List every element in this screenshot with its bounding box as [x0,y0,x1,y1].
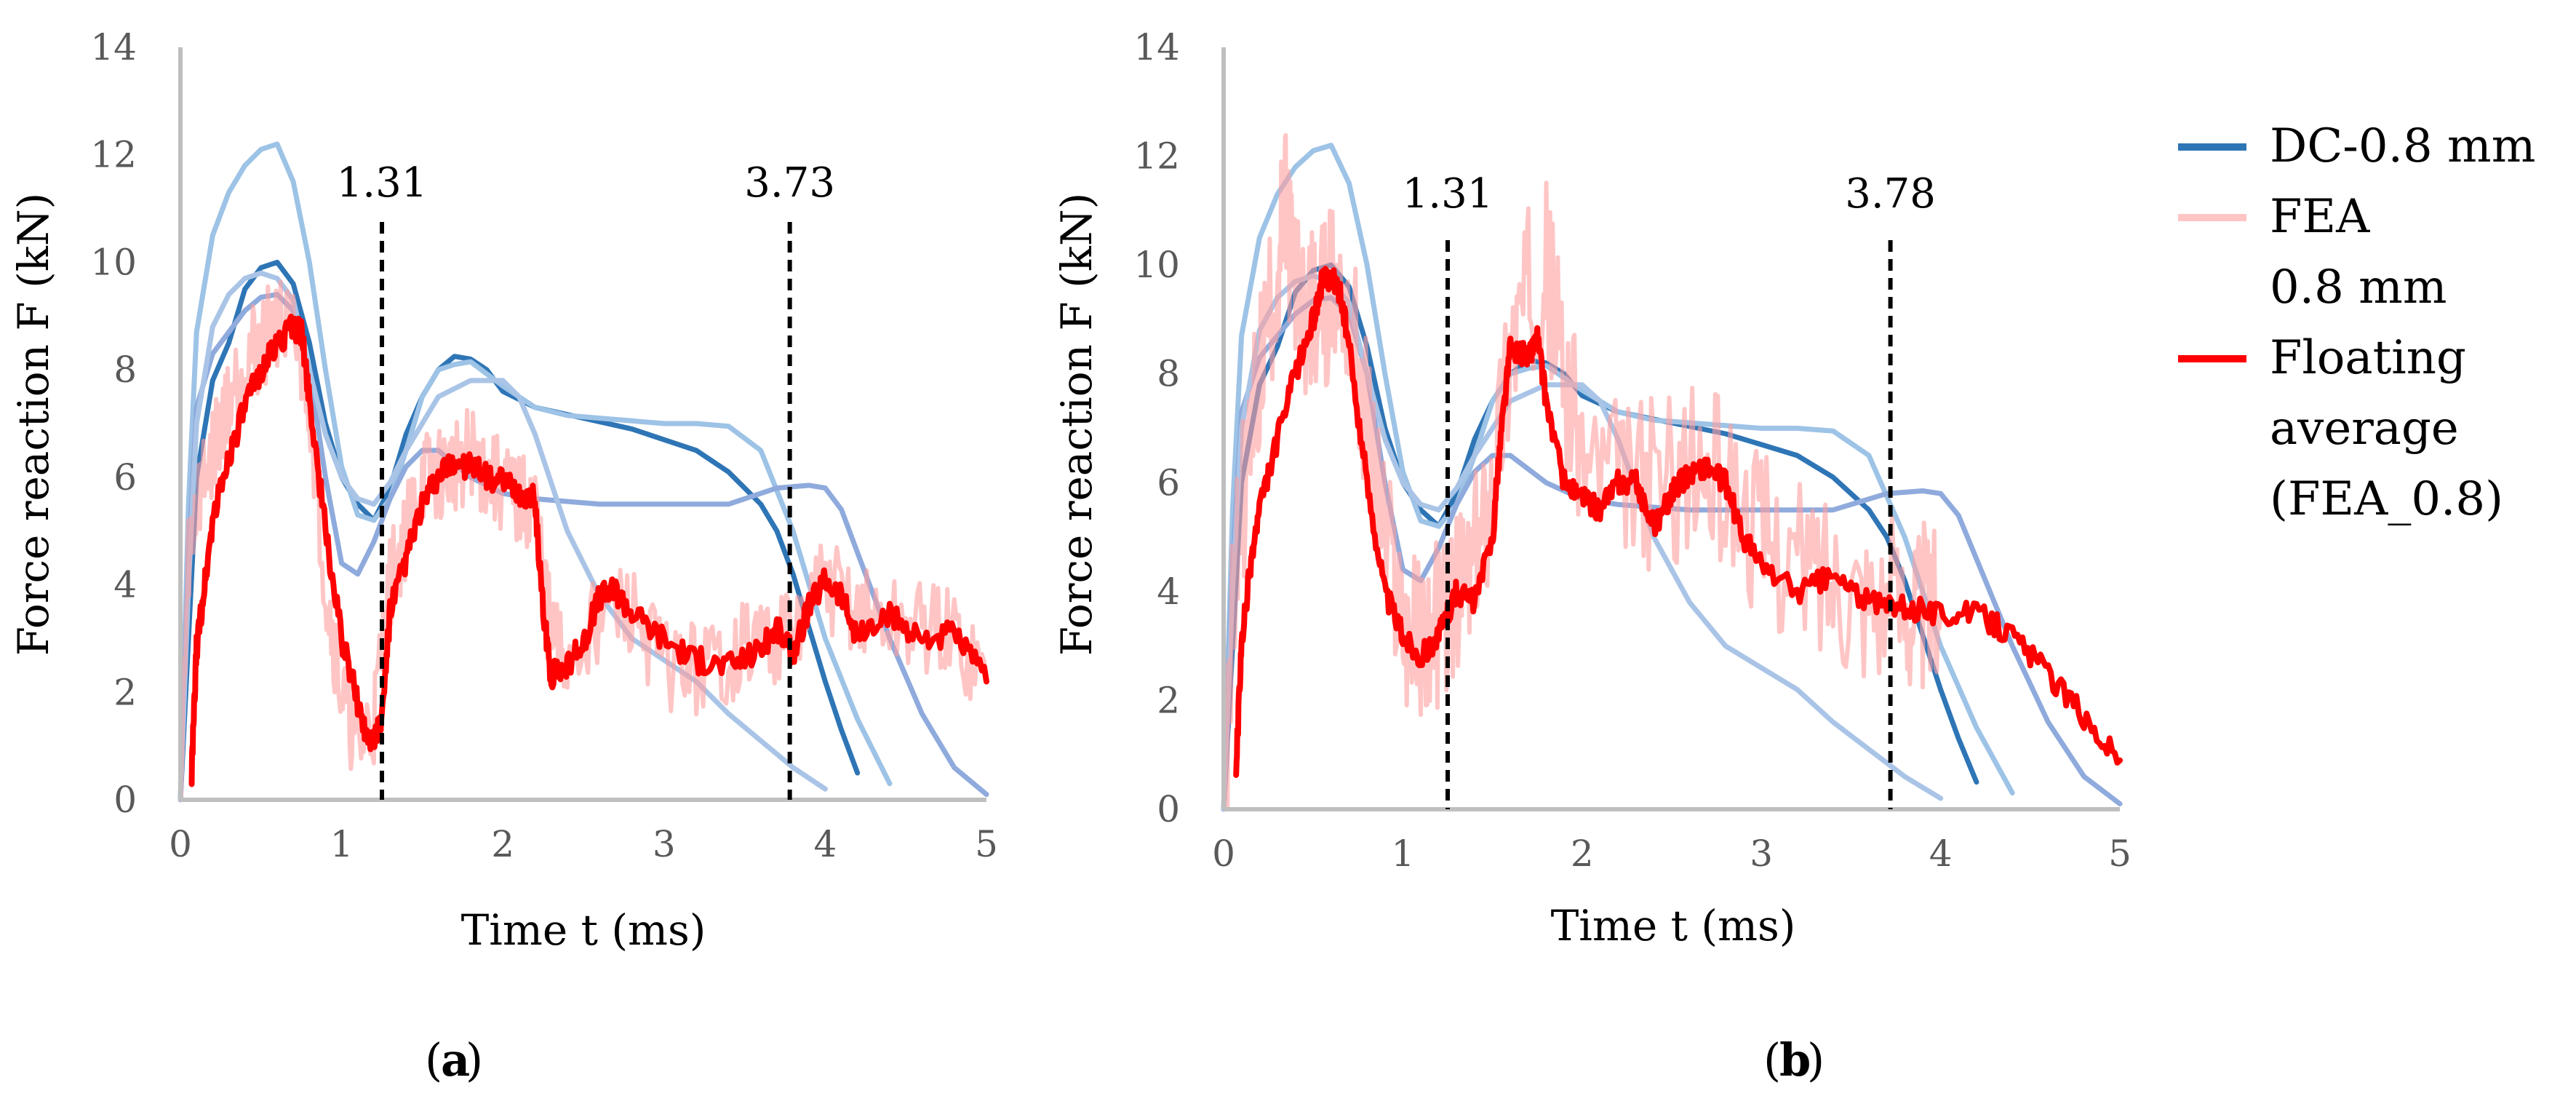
y-axis-title-a: Force reaction F (kN) [9,193,58,656]
x-tick-label: 3 [1750,833,1773,875]
x-axis-title-b: Time t (ms) [1551,901,1796,950]
y-tick-label: 12 [1133,135,1180,178]
legend-label: (FEA_0.8) [2270,472,2503,526]
x-tick-label: 4 [813,823,837,865]
series-line-dc-0-8-mm-test-2--a [178,141,893,803]
y-tick-label: 2 [1157,679,1180,721]
y-tick-label: 10 [90,241,137,283]
y-tick-label: 4 [113,564,137,606]
x-tick-label: 4 [1929,833,1953,875]
legend-label: average [2270,402,2459,456]
y-tick-label: 0 [1157,788,1180,830]
marker-label-3.78: 3.78 [1845,170,1936,218]
marker-label-1.31: 1.31 [337,159,428,207]
markers-layer-b: 1.31 3.78 [1403,170,1936,809]
x-tick-label: 0 [169,823,192,865]
x-tick-label: 3 [653,823,676,865]
svg-text:(: ( [1763,1033,1781,1087]
legend-item-dc-0-8-mm: DC-0.8 mm [2178,119,2535,173]
legend: DC-0.8 mm FEA 0.8 mm Floating average (FEA_0.… [2178,119,2535,526]
y-tick-label: 8 [113,349,137,391]
y-tick-label: 12 [90,134,137,176]
svg-text:): ) [466,1033,483,1087]
y-tick-label: 8 [1157,353,1180,395]
caption-b-letter: b [1779,1033,1811,1087]
legend-label: FEA [2270,190,2370,244]
x-axis-title-a: Time t (ms) [461,905,706,955]
legend-label: Floating [2270,331,2466,385]
svg-text:(: ( [425,1033,442,1087]
y-tick-label: 14 [1133,26,1180,68]
x-tick-label: 1 [1391,833,1414,875]
caption-a: ( a ) [425,1033,483,1087]
legend-item-floating-average-fea-0-8-: Floating average (FEA_0.8) [2178,331,2503,526]
legend-label: DC-0.8 mm [2270,119,2535,173]
y-tick-label: 4 [1157,571,1180,613]
series-line-dc-0-8-mm-test-2--b [1221,143,2015,812]
y-tick-label: 2 [113,671,137,713]
series-layer-a [178,141,989,803]
marker-label-3.73: 3.73 [744,159,835,207]
series-line-fea-0-8-mm-a [178,279,989,802]
legend-label: 0.8 mm [2270,261,2447,314]
x-tick-label: 2 [491,823,514,865]
caption-a-letter: a [441,1033,470,1087]
x-tick-label: 0 [1212,833,1235,875]
x-tick-label: 2 [1571,833,1594,875]
series-line-dc-0-8-mm-test-3--a [178,292,989,803]
legend-item-fea-0-8-mm: FEA 0.8 mm [2178,190,2447,314]
y-tick-label: 14 [90,26,137,68]
x-tick-label: 5 [975,823,998,865]
y-tick-label: 6 [1157,461,1180,504]
series-line-floating-average-fea-0-8--b [1233,266,2123,778]
marker-label-1.31: 1.31 [1403,170,1494,218]
series-line-floating-average-fea-0-8--a [188,314,989,787]
x-tick-label: 1 [330,823,354,865]
markers-layer-a: 1.31 3.73 [337,159,835,800]
svg-text:): ) [1807,1033,1825,1087]
y-tick-label: 10 [1133,244,1180,286]
caption-b: ( b ) [1763,1033,1825,1087]
series-line-fea-0-8-mm-b [1221,132,1943,811]
y-tick-label: 0 [113,779,137,821]
y-axis-title-b: Force reaction F (kN) [1052,193,1101,656]
y-tick-label: 6 [113,456,137,499]
x-tick-label: 5 [2108,833,2132,875]
series-layer-b [1221,132,2123,812]
